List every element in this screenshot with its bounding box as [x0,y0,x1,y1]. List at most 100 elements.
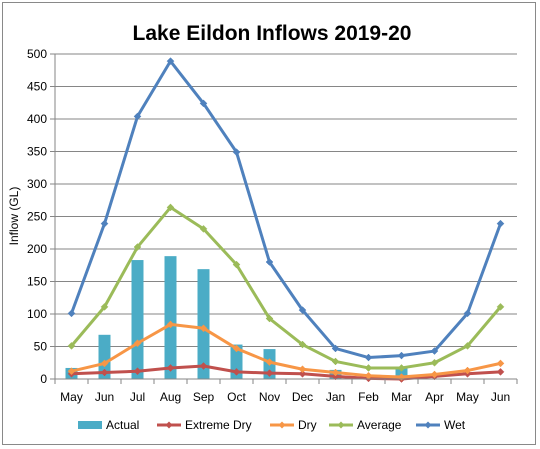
point-average [496,302,505,311]
point-wet [199,99,208,108]
x-tick-label: May [60,390,83,404]
legend-marker-average [337,421,345,429]
bar-actual [131,260,144,379]
point-average [331,357,340,366]
point-average [166,203,175,212]
x-tick-label: May [456,390,479,404]
point-average [67,341,76,350]
y-tick-labels: 0 50 100 150 200 250 300 350 400 450 500 [27,47,47,386]
point-average [463,341,472,350]
point-wet [430,347,439,355]
y-tick-label: 250 [27,210,47,224]
legend-marker-dry [278,421,286,429]
point-dry [67,367,76,376]
point-wet [133,112,142,121]
series-line-extreme-dry [70,364,502,381]
y-tick-label: 150 [27,275,47,289]
point-average [364,364,373,372]
point-dry [463,366,472,375]
point-dry [265,358,274,366]
scenario-lines [67,57,505,383]
point-extreme-dry [199,362,208,370]
point-extreme-dry [166,364,175,372]
point-extreme-dry [298,369,307,378]
point-wet [100,219,109,228]
point-wet [298,306,307,314]
point-average [298,340,307,349]
bar-actual [98,334,111,379]
point-dry [331,368,340,377]
point-average [397,364,406,372]
legend-label-extreme-dry: Extreme Dry [185,418,252,432]
legend-label-dry: Dry [298,418,317,432]
bar-actual [164,256,177,379]
point-extreme-dry [265,369,274,378]
x-tick-label: Dec [292,390,313,404]
point-dry [298,365,307,374]
point-dry [430,370,439,379]
y-tick-label: 400 [27,112,47,126]
point-average [430,358,439,367]
series-line-wet [70,59,502,360]
x-tick-label: Nov [259,390,280,404]
point-wet [463,309,472,318]
point-average [100,302,109,311]
point-average [199,224,208,233]
point-extreme-dry [100,368,109,377]
x-tick-label: Apr [425,390,444,404]
bar-actual [197,269,210,379]
x-tick-label: Jan [326,390,345,404]
legend-label-wet: Wet [444,418,466,432]
point-wet [232,148,241,157]
point-dry [496,359,505,368]
actual-bars [65,256,408,379]
x-tick-label: Sep [193,390,215,404]
legend-marker-wet [424,421,432,429]
series-line-average [70,205,502,370]
point-wet [496,219,505,228]
x-tick-label: Jun [491,390,510,404]
axes [50,53,518,384]
point-average [133,243,142,251]
y-tick-label: 0 [40,372,47,386]
y-tick-label: 450 [27,80,47,94]
x-tick-label: Jul [130,390,145,404]
y-tick-label: 200 [27,242,47,256]
y-tick-label: 100 [27,307,47,321]
x-tick-label: Oct [227,390,246,404]
point-wet [67,309,76,318]
point-wet [364,353,373,362]
point-dry [133,339,142,348]
point-dry [166,320,175,329]
y-tick-label: 350 [27,145,47,159]
x-tick-label: Aug [160,390,181,404]
point-wet [265,258,274,266]
chart-title: Lake Eildon Inflows 2019-20 [133,22,412,45]
x-tick-labels: May Jun Jul Aug Sep Oct Nov Dec Jan Feb Mar Apr May J… [60,390,510,404]
legend-marker-extreme-dry [165,421,173,429]
series-line-dry [70,322,502,379]
x-tick-label: Feb [358,390,379,404]
point-wet [166,57,175,66]
point-average [232,260,241,269]
point-dry [199,324,208,333]
point-dry [100,359,109,368]
y-tick-label: 500 [27,47,47,61]
legend-label-average: Average [357,418,402,432]
x-tick-label: Jun [95,390,114,404]
y-tick-label: 300 [27,177,47,191]
x-tick-label: Mar [391,390,412,404]
point-extreme-dry [232,367,241,376]
legend: Actual Extreme Dry Dry Average Wet [78,418,466,432]
y-tick-label: 50 [34,340,48,354]
point-wet [397,351,406,360]
legend-swatch-actual [78,421,102,429]
legend-label-actual: Actual [106,418,139,432]
y-axis-title: Inflow (GL) [7,187,21,246]
point-dry [232,344,241,353]
point-extreme-dry [331,372,340,381]
point-wet [331,344,340,353]
point-extreme-dry [496,367,505,376]
gridlines [55,53,517,347]
